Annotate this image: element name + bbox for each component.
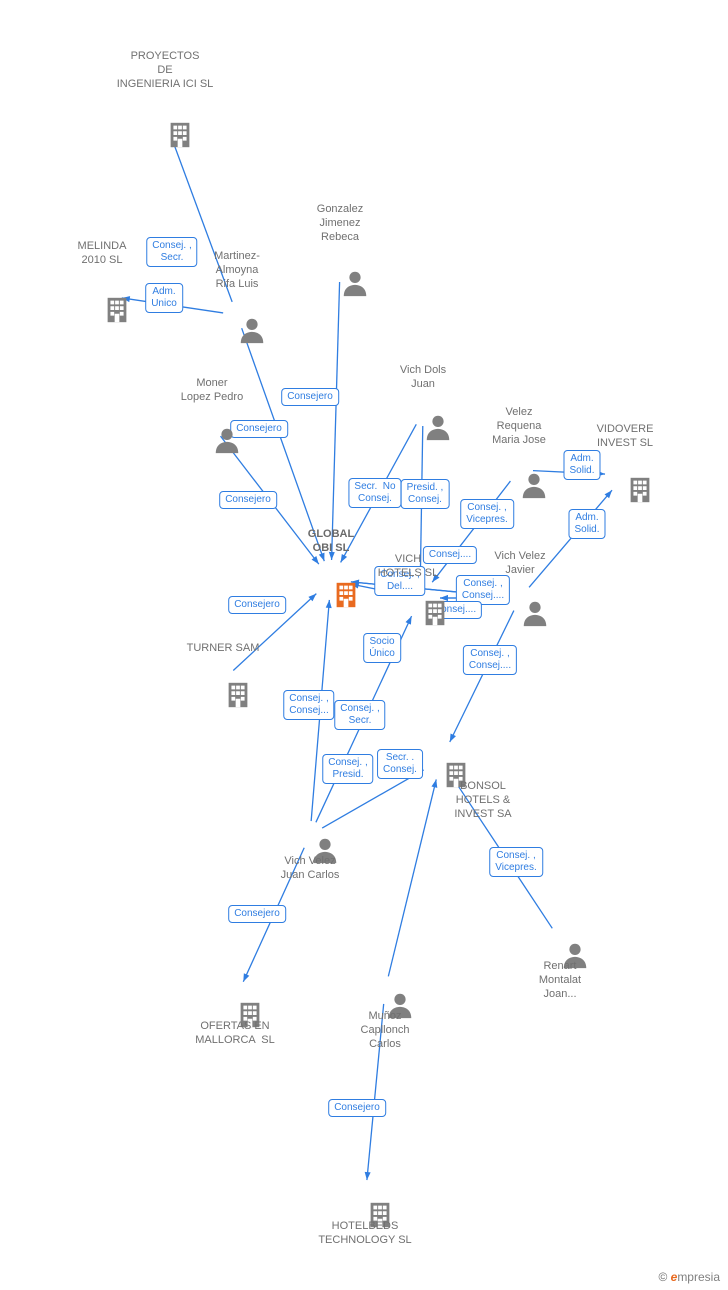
- person-icon: [519, 470, 549, 500]
- person-icon: [560, 940, 590, 970]
- edge-line: [367, 1004, 384, 1180]
- person-icon: [340, 268, 370, 298]
- edge-arrowhead: [341, 554, 347, 562]
- person-icon: [423, 412, 453, 442]
- copyright-symbol: ©: [658, 1270, 667, 1284]
- edge-arrowhead: [415, 770, 423, 777]
- edge-line: [221, 436, 319, 564]
- edge-line: [388, 779, 436, 976]
- building-icon: [235, 1000, 265, 1030]
- person-icon: [237, 315, 267, 345]
- edge-line: [242, 328, 325, 561]
- person-icon: [385, 990, 415, 1020]
- edge-arrowhead: [312, 556, 319, 564]
- edge-arrowhead: [431, 779, 437, 787]
- edge-arrowhead: [450, 734, 456, 743]
- edge-line: [341, 424, 417, 562]
- edge-line: [243, 848, 304, 982]
- edge-line: [432, 481, 510, 582]
- building-icon: [420, 598, 450, 628]
- edge-arrowhead: [405, 616, 411, 625]
- person-icon: [310, 835, 340, 865]
- edge-line: [122, 298, 223, 313]
- edge-line: [322, 770, 423, 828]
- edge-line: [452, 777, 552, 929]
- person-icon: [212, 425, 242, 455]
- building-icon: [165, 120, 195, 150]
- edge-arrowhead: [319, 553, 325, 562]
- building-icon: [625, 475, 655, 505]
- edge-arrowhead: [417, 570, 423, 578]
- edge-arrowhead: [243, 973, 249, 982]
- edge-arrowhead: [329, 552, 335, 560]
- edge-arrowhead: [597, 471, 605, 477]
- edge-line: [420, 426, 422, 578]
- building-icon: [102, 295, 132, 325]
- brand-logo-rest: mpresia: [677, 1270, 720, 1284]
- edge-line: [311, 600, 329, 821]
- edge-line: [450, 611, 514, 742]
- building-icon: [365, 1200, 395, 1230]
- edge-line: [332, 282, 340, 560]
- footer-attribution: © empresia: [658, 1270, 720, 1284]
- building-icon: [331, 580, 361, 610]
- edge-line: [172, 139, 232, 302]
- building-icon: [223, 680, 253, 710]
- person-icon: [520, 598, 550, 628]
- building-icon: [441, 760, 471, 790]
- edge-line: [233, 594, 316, 671]
- edge-line: [316, 616, 412, 822]
- edge-line: [529, 490, 612, 587]
